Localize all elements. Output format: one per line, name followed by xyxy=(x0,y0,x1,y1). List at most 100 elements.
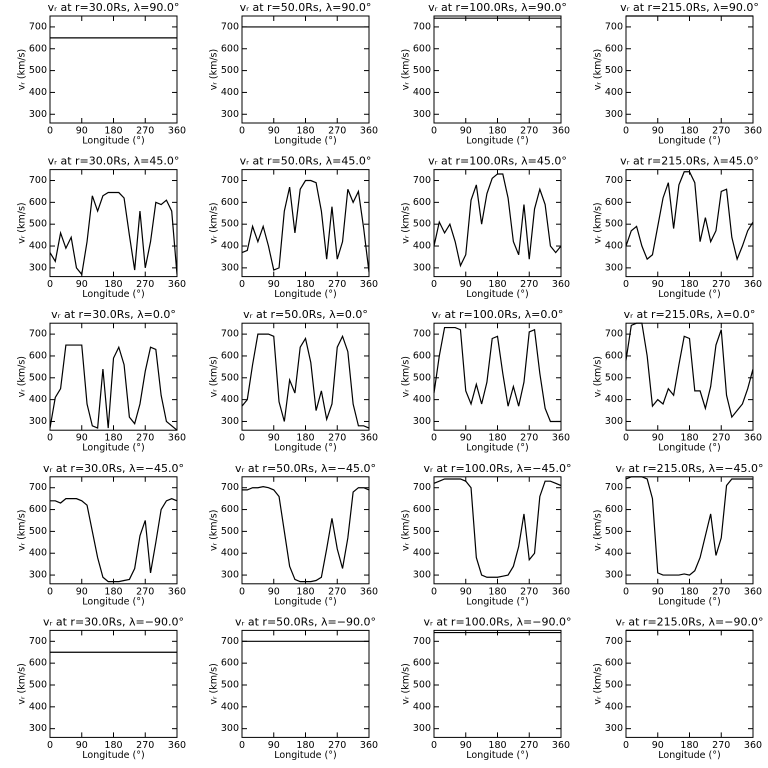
y-axis-label: vᵣ (km/s) xyxy=(401,510,412,551)
plot-frame xyxy=(241,15,370,124)
x-axis-label: Longitude (°) xyxy=(274,750,336,761)
y-tick-label: 700 xyxy=(413,482,431,493)
y-tick-label: 300 xyxy=(29,723,47,734)
x-tick-label: 270 xyxy=(520,740,538,751)
panel: vᵣ at r=50.0Rs, λ=−45.0° 0 90 180 270 360 300 4… xyxy=(209,462,379,608)
x-tick-label: 270 xyxy=(712,126,730,137)
x-tick-label: 270 xyxy=(136,433,154,444)
plot-frame xyxy=(49,322,178,431)
x-tick-label: 360 xyxy=(360,433,378,444)
x-axis-label: Longitude (°) xyxy=(658,750,720,761)
y-tick-label: 500 xyxy=(605,219,623,230)
y-tick-label: 700 xyxy=(605,21,623,32)
y-tick-label: 600 xyxy=(413,197,431,208)
panel: vᵣ at r=215.0Rs, λ=0.0° 0 90 180 270 360 300 40… xyxy=(593,308,763,454)
panel: vᵣ at r=215.0Rs, λ=−45.0° 0 90 180 270 360 300… xyxy=(593,462,764,608)
line xyxy=(241,179,370,273)
y-tick-label: 300 xyxy=(413,262,431,273)
x-tick-label: 90 xyxy=(76,126,88,137)
y-axis-label: vᵣ (km/s) xyxy=(401,663,412,704)
y-axis-label: vᵣ (km/s) xyxy=(17,49,28,90)
x-tick-label: 90 xyxy=(76,433,88,444)
x-axis-label: Longitude (°) xyxy=(466,136,528,147)
plot-frame xyxy=(49,15,178,124)
line xyxy=(242,486,370,583)
y-tick-label: 400 xyxy=(605,548,623,559)
y-axis-label: vᵣ (km/s) xyxy=(209,202,220,243)
x-tick-label: 360 xyxy=(552,586,570,597)
y-tick-label: 700 xyxy=(29,175,47,186)
line xyxy=(625,322,754,419)
x-tick-label: 360 xyxy=(744,586,762,597)
y-tick-label: 500 xyxy=(413,526,431,537)
x-tick-label: 0 xyxy=(47,279,53,290)
x-tick-label: 0 xyxy=(623,433,629,444)
chart-title: vᵣ at r=30.0Rs, λ=45.0° xyxy=(48,155,180,168)
y-tick-label: 600 xyxy=(605,197,623,208)
plot-frame xyxy=(625,15,754,124)
y-axis-label: vᵣ (km/s) xyxy=(593,663,604,704)
y-axis-label: vᵣ (km/s) xyxy=(209,663,220,704)
y-tick-label: 600 xyxy=(221,504,239,515)
chart-title: vᵣ at r=50.0Rs, λ=45.0° xyxy=(240,155,372,168)
x-tick-label: 270 xyxy=(520,279,538,290)
y-tick-label: 400 xyxy=(221,394,239,405)
chart-title: vᵣ at r=30.0Rs, λ=90.0° xyxy=(48,1,180,14)
panel: vᵣ at r=100.0Rs, λ=90.0° 0 90 180 270 360 300 4… xyxy=(401,1,571,147)
panel: vᵣ at r=215.0Rs, λ=−90.0° 0 90 180 270 360 300… xyxy=(593,615,764,761)
x-tick-label: 0 xyxy=(623,586,629,597)
panel: vᵣ at r=30.0Rs, λ=0.0° 0 90 180 270 360 300 400… xyxy=(17,308,187,454)
x-tick-label: 90 xyxy=(460,586,472,597)
x-tick-label: 270 xyxy=(136,126,154,137)
x-tick-label: 180 xyxy=(104,586,122,597)
x-axis-label: Longitude (°) xyxy=(274,443,336,454)
y-tick-label: 300 xyxy=(413,723,431,734)
x-tick-label: 0 xyxy=(47,126,53,137)
x-tick-label: 360 xyxy=(360,126,378,137)
panel: vᵣ at r=30.0Rs, λ=45.0° 0 90 180 270 360 300 40… xyxy=(17,155,187,301)
y-tick-label: 500 xyxy=(221,219,239,230)
y-axis-label: vᵣ (km/s) xyxy=(401,202,412,243)
y-tick-label: 600 xyxy=(29,350,47,361)
y-tick-label: 400 xyxy=(413,394,431,405)
chart-title: vᵣ at r=100.0Rs, λ=−45.0° xyxy=(424,462,572,475)
x-axis-label: Longitude (°) xyxy=(274,596,336,607)
x-tick-label: 360 xyxy=(168,740,186,751)
x-tick-label: 90 xyxy=(268,586,280,597)
x-axis-label: Longitude (°) xyxy=(466,289,528,300)
y-tick-label: 700 xyxy=(413,329,431,340)
x-axis-label: Longitude (°) xyxy=(466,750,528,761)
y-tick-label: 400 xyxy=(29,87,47,98)
y-tick-label: 700 xyxy=(221,21,239,32)
x-axis-label: Longitude (°) xyxy=(658,596,720,607)
y-tick-label: 400 xyxy=(605,394,623,405)
y-tick-label: 300 xyxy=(605,723,623,734)
y-tick-label: 600 xyxy=(29,197,47,208)
x-tick-label: 0 xyxy=(47,586,53,597)
x-tick-label: 270 xyxy=(136,586,154,597)
panel: vᵣ at r=50.0Rs, λ=45.0° 0 90 180 270 360 300 40… xyxy=(209,155,379,301)
x-axis-label: Longitude (°) xyxy=(82,289,144,300)
x-tick-label: 0 xyxy=(239,740,245,751)
x-tick-label: 180 xyxy=(104,433,122,444)
x-tick-label: 90 xyxy=(652,279,664,290)
x-tick-label: 180 xyxy=(680,740,698,751)
plot-frame xyxy=(625,476,754,585)
x-tick-label: 270 xyxy=(328,279,346,290)
chart-title: vᵣ at r=215.0Rs, λ=−45.0° xyxy=(616,462,764,475)
x-axis-label: Longitude (°) xyxy=(658,443,720,454)
panel: vᵣ at r=100.0Rs, λ=−45.0° 0 90 180 270 360 300… xyxy=(401,462,572,608)
y-tick-label: 600 xyxy=(221,43,239,54)
y-axis-label: vᵣ (km/s) xyxy=(401,49,412,90)
x-axis-label: Longitude (°) xyxy=(274,289,336,300)
panel: vᵣ at r=50.0Rs, λ=90.0° 0 90 180 270 360 300 40… xyxy=(209,1,379,147)
y-axis-label: vᵣ (km/s) xyxy=(17,510,28,551)
chart-title: vᵣ at r=50.0Rs, λ=−90.0° xyxy=(235,615,376,628)
y-tick-label: 700 xyxy=(29,329,47,340)
x-tick-label: 360 xyxy=(744,126,762,137)
y-tick-label: 300 xyxy=(221,723,239,734)
panel: vᵣ at r=100.0Rs, λ=45.0° 0 90 180 270 360 300 4… xyxy=(401,155,571,301)
y-tick-label: 300 xyxy=(605,109,623,120)
x-tick-label: 270 xyxy=(328,433,346,444)
